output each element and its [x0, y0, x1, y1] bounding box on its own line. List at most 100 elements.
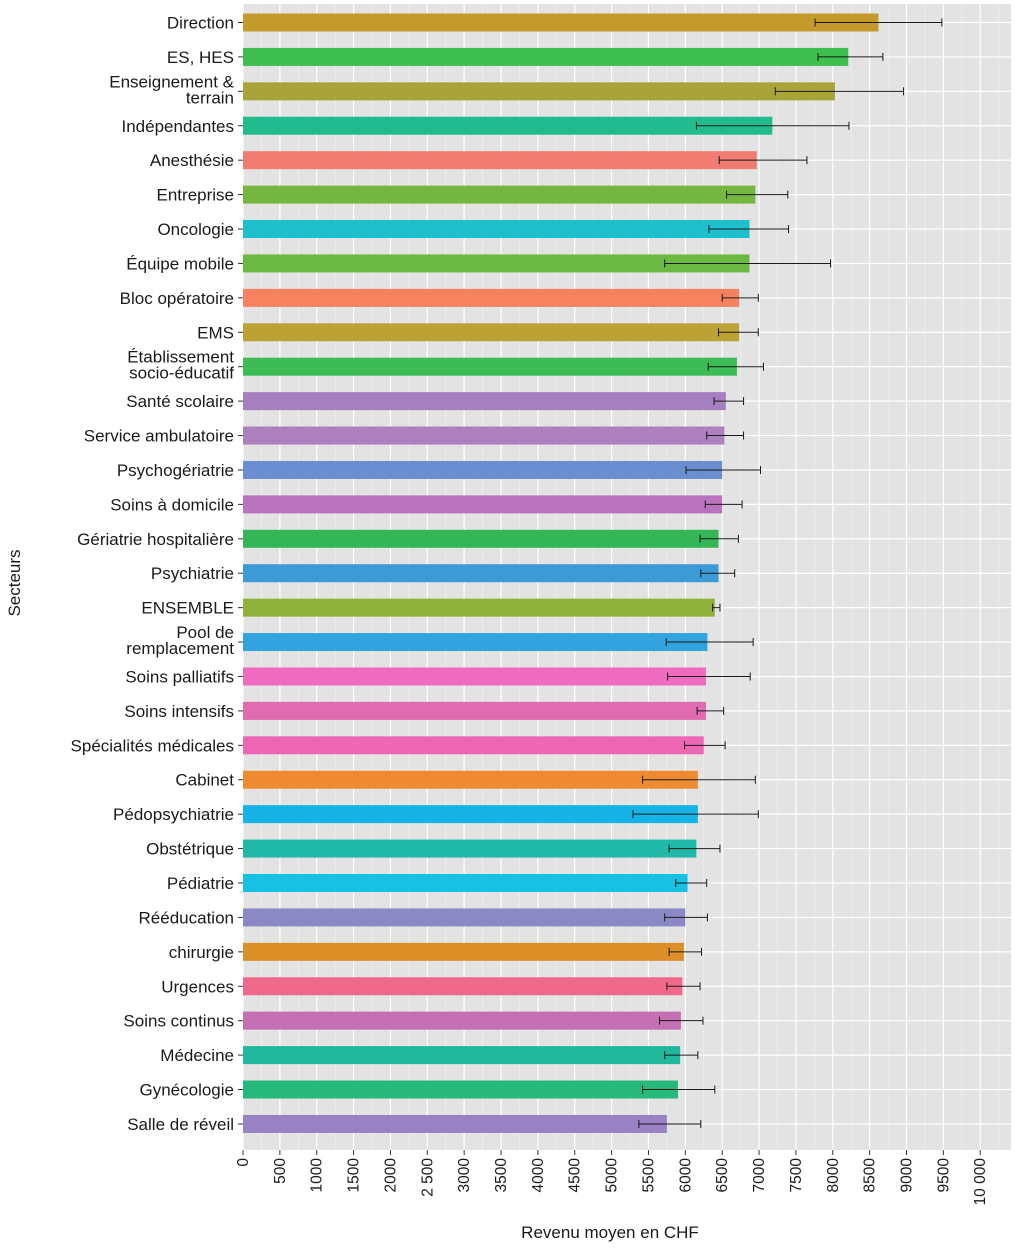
category-label: Pédiatrie	[167, 874, 234, 893]
category-label: Urgences	[161, 977, 234, 996]
error-bar	[814, 18, 943, 27]
error-bar	[721, 293, 759, 302]
category-label: Soins à domicile	[110, 495, 234, 514]
category-label: Gériatrie hospitalière	[77, 530, 234, 549]
x-tick-label: 8500	[862, 1158, 879, 1193]
error-bar	[704, 500, 743, 509]
category-label: Psychiatrie	[151, 564, 234, 583]
bar	[243, 323, 740, 342]
bar	[243, 736, 704, 755]
bar	[243, 839, 697, 858]
category-label: Psychogériatrie	[117, 461, 234, 480]
bar	[243, 598, 715, 617]
bar	[243, 908, 686, 927]
x-tick-label: 5500	[640, 1158, 657, 1193]
category-label: Indépendantes	[122, 117, 235, 136]
category-label: Obstétrique	[146, 840, 234, 859]
error-bar	[718, 156, 808, 165]
bar	[243, 185, 756, 204]
x-tick-label: 8000	[825, 1158, 842, 1193]
category-label: Pédopsychiatrie	[113, 805, 234, 824]
category-label: Enseignement & terrain	[109, 72, 234, 107]
error-bar	[713, 397, 745, 406]
error-bar	[696, 706, 725, 715]
category-label: Soins intensifs	[124, 702, 234, 721]
bar	[243, 13, 879, 32]
bar	[243, 977, 683, 996]
x-tick-label: 0	[235, 1158, 252, 1167]
x-tick-label: 7500	[788, 1158, 805, 1193]
bar	[243, 426, 725, 445]
x-tick-label: 1000	[309, 1158, 326, 1193]
x-tick-label: 2000	[382, 1158, 399, 1193]
error-bar	[726, 190, 789, 199]
x-tick-label: 10 000	[972, 1158, 989, 1206]
x-tick-label: 4000	[530, 1158, 547, 1193]
bar	[243, 805, 698, 824]
category-label: Oncologie	[157, 220, 234, 239]
category-label: Soins palliatifs	[125, 667, 234, 686]
error-bar	[638, 1119, 702, 1128]
error-bar	[665, 638, 754, 647]
error-bar	[666, 982, 701, 991]
x-tick-label: 7000	[751, 1158, 768, 1193]
category-label: Santé scolaire	[126, 392, 234, 411]
error-bar	[774, 87, 905, 96]
bar	[243, 151, 757, 170]
error-bar	[684, 741, 726, 750]
x-tick-label: 1500	[346, 1158, 363, 1193]
category-label: ENSEMBLE	[141, 599, 234, 618]
error-bar	[675, 879, 708, 887]
category-label: Salle de réveil	[127, 1115, 234, 1134]
x-tick-label: 6500	[714, 1158, 731, 1193]
error-bar	[695, 121, 850, 130]
bar	[243, 770, 698, 789]
bar	[243, 874, 688, 892]
bar	[243, 564, 719, 583]
x-tick-label: 2 500	[419, 1158, 436, 1197]
error-bar	[817, 52, 884, 61]
error-bar	[667, 672, 751, 681]
bar	[243, 460, 723, 479]
error-bar	[685, 465, 762, 474]
bar	[243, 254, 750, 273]
category-label: Équipe mobile	[126, 254, 234, 273]
error-bar	[706, 431, 745, 440]
bar	[243, 942, 684, 961]
bar	[243, 495, 723, 514]
bar	[243, 701, 706, 720]
x-tick-label: 4500	[567, 1158, 584, 1193]
x-tick-label: 6000	[677, 1158, 694, 1193]
category-label: Cabinet	[175, 771, 234, 790]
category-labels: Direction ES, HES Enseignement & terrain Ind…	[71, 14, 243, 1134]
bar	[243, 1114, 667, 1133]
error-bar	[664, 1051, 699, 1060]
bar	[243, 220, 750, 239]
error-bar	[707, 362, 764, 371]
category-label: ES, HES	[167, 48, 234, 67]
category-label: Service ambulatoire	[84, 427, 234, 446]
y-axis-title: Secteurs	[5, 549, 24, 616]
bar	[243, 288, 740, 307]
category-label: Établissement socio-éducatif	[127, 348, 234, 383]
x-tick-label: 5000	[604, 1158, 621, 1193]
error-bar	[642, 775, 756, 784]
category-label: Direction	[167, 14, 234, 33]
error-bar	[632, 810, 759, 819]
category-label: Gynécologie	[139, 1081, 234, 1100]
category-label: Anesthésie	[150, 151, 234, 170]
category-label: chirurgie	[169, 943, 234, 962]
error-bars-group	[632, 18, 943, 1128]
category-label: Entreprise	[157, 186, 234, 205]
bar	[243, 392, 726, 411]
x-tick-label: 3500	[493, 1158, 510, 1193]
category-label: Médecine	[160, 1046, 234, 1065]
x-tick-label: 9000	[898, 1158, 915, 1193]
error-bar	[668, 844, 721, 853]
category-label: EMS	[197, 323, 234, 342]
error-bar	[699, 534, 739, 543]
x-tick-label: 3000	[456, 1158, 473, 1193]
bar	[243, 1080, 678, 1099]
bar	[243, 82, 835, 101]
